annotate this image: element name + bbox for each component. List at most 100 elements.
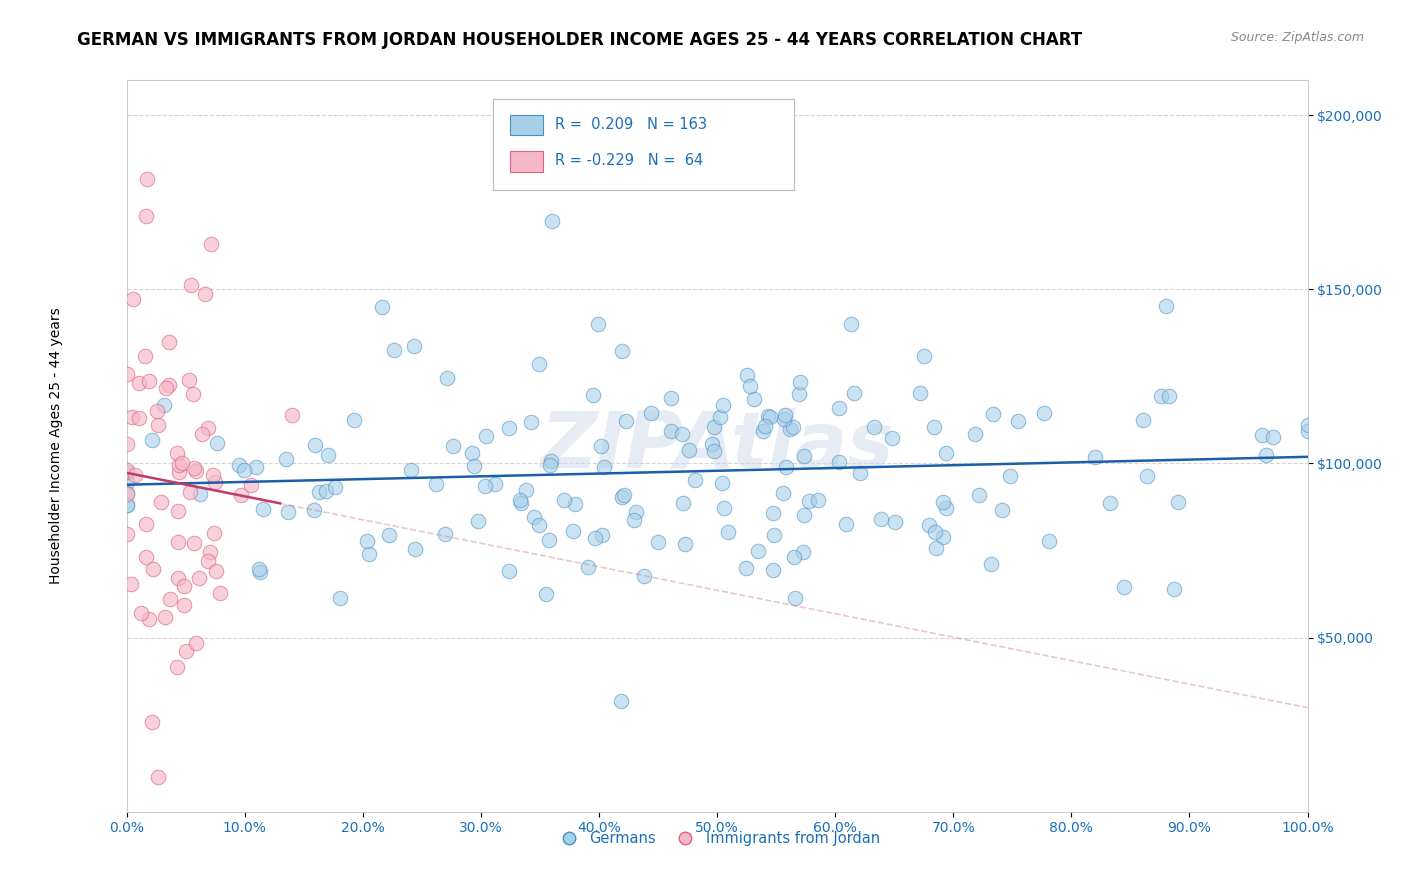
Point [135, 209, 157, 223]
Point [783, 550, 806, 565]
Point [115, 527, 138, 541]
Point [436, 371, 458, 385]
Point [754, 419, 776, 434]
Point [761, 563, 783, 577]
FancyBboxPatch shape [492, 99, 794, 190]
Point [998, 469, 1021, 483]
Point [197, 421, 219, 435]
Point [762, 528, 785, 542]
Point [925, 541, 948, 555]
Point [963, 427, 986, 442]
Point [371, 301, 394, 315]
Point [157, 334, 180, 349]
Point [138, 374, 160, 388]
Point [302, 503, 325, 517]
Point [747, 544, 769, 558]
Point [520, 416, 543, 430]
Point [659, 425, 682, 439]
Point [562, 524, 585, 538]
Point [523, 510, 546, 524]
Point [806, 492, 828, 507]
Point [498, 564, 520, 578]
Point [671, 426, 693, 441]
Point [882, 431, 904, 445]
Point [135, 517, 157, 532]
Point [1098, 496, 1121, 510]
Point [167, 466, 190, 480]
Point [207, 436, 229, 450]
Point [553, 493, 575, 508]
Point [173, 598, 195, 612]
Point [425, 477, 447, 491]
Point [474, 428, 496, 442]
Point [1256, 449, 1278, 463]
Point [1163, 582, 1185, 597]
Point [797, 493, 820, 508]
Point [1007, 414, 1029, 428]
Point [191, 427, 214, 442]
Point [202, 467, 225, 482]
Point [640, 406, 662, 420]
Point [141, 433, 163, 447]
Point [115, 437, 138, 451]
Point [862, 420, 884, 434]
Point [356, 533, 378, 548]
Point [775, 459, 797, 474]
Point [980, 558, 1002, 572]
Point [756, 409, 779, 424]
Point [884, 515, 907, 529]
Point [564, 497, 586, 511]
Point [935, 501, 957, 516]
Point [1150, 389, 1173, 403]
Point [540, 453, 562, 467]
Point [209, 585, 232, 599]
Point [773, 412, 796, 426]
Text: Source: ZipAtlas.com: Source: ZipAtlas.com [1230, 31, 1364, 45]
Point [541, 214, 564, 228]
Point [672, 496, 695, 510]
Point [782, 420, 804, 434]
Point [174, 644, 197, 658]
Point [969, 487, 991, 501]
Text: GERMAN VS IMMIGRANTS FROM JORDAN HOUSEHOLDER INCOME AGES 25 - 44 YEARS CORRELATI: GERMAN VS IMMIGRANTS FROM JORDAN HOUSEHO… [77, 31, 1083, 49]
Point [194, 287, 217, 301]
Point [200, 545, 222, 559]
Point [1084, 450, 1107, 464]
Point [828, 455, 851, 469]
Point [711, 398, 734, 412]
Point [138, 611, 160, 625]
Point [990, 503, 1012, 517]
Point [202, 525, 225, 540]
Point [177, 373, 200, 387]
Point [186, 636, 208, 650]
Point [135, 550, 157, 565]
Point [1296, 418, 1319, 433]
Point [404, 339, 426, 353]
Point [1167, 495, 1189, 509]
Point [762, 506, 785, 520]
Point [1251, 428, 1274, 442]
Point [184, 464, 207, 478]
Point [146, 403, 169, 417]
Point [121, 292, 143, 306]
Point [772, 486, 794, 500]
Point [188, 487, 211, 501]
Point [167, 504, 190, 518]
Point [932, 530, 955, 544]
Point [115, 487, 138, 501]
Point [233, 462, 256, 476]
Point [536, 587, 558, 601]
Point [124, 468, 146, 483]
Point [713, 501, 735, 516]
Point [183, 461, 205, 475]
Point [152, 398, 174, 412]
Point [849, 466, 872, 480]
Point [1033, 406, 1056, 420]
Point [121, 409, 143, 424]
Point [378, 527, 401, 541]
Point [204, 475, 226, 489]
Point [115, 486, 138, 500]
Point [1132, 413, 1154, 427]
Point [323, 480, 346, 494]
Point [710, 475, 733, 490]
